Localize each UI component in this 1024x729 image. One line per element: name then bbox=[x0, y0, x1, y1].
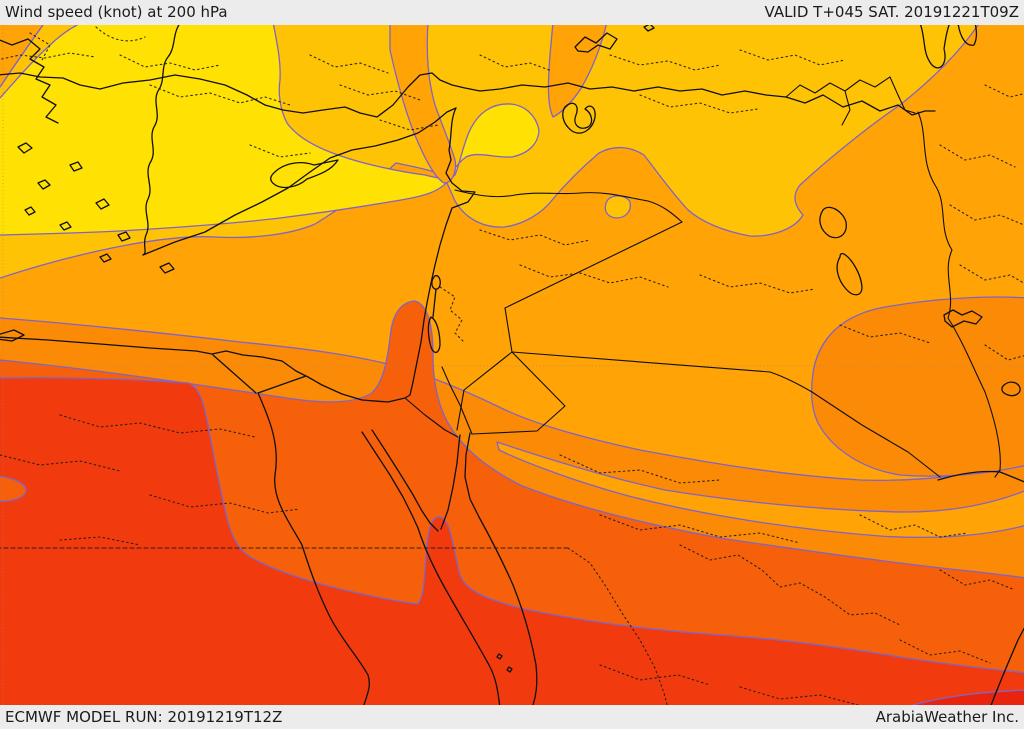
red-sea-west-coast bbox=[417, 527, 501, 705]
header-bar: Wind speed (knot) at 200 hPa VALID T+045… bbox=[0, 0, 1024, 25]
crete-fragment bbox=[0, 329, 25, 342]
band-L5-left-pocket bbox=[0, 475, 27, 502]
nile-delta-branch-west bbox=[212, 354, 257, 394]
lake-urmia bbox=[836, 252, 863, 296]
anatolia-lake-east bbox=[562, 102, 596, 134]
jordan-saudi-zigzag-east bbox=[471, 351, 566, 435]
model-run-label: ECMWF MODEL RUN: 20191219T12Z bbox=[5, 708, 283, 726]
graticule bbox=[0, 25, 1024, 705]
band-L3-saudi-tongue bbox=[496, 441, 1024, 539]
footer-bar: ECMWF MODEL RUN: 20191219T12Z ArabiaWeat… bbox=[0, 705, 1024, 729]
aegean-island-3 bbox=[69, 161, 83, 172]
zagros-marsh bbox=[943, 309, 983, 328]
band-L4-iran-blob bbox=[811, 296, 1024, 477]
contour-bands bbox=[0, 25, 1024, 705]
band-L3-corner-patch bbox=[0, 25, 44, 88]
israel-egypt-border bbox=[404, 397, 459, 438]
aegean-island-1 bbox=[17, 142, 33, 154]
red-sea-island-2 bbox=[506, 666, 513, 673]
admin-boundaries bbox=[0, 26, 1024, 705]
black-sea-coast bbox=[0, 72, 936, 118]
weather-map-canvas bbox=[0, 25, 1024, 705]
greece-coast bbox=[0, 38, 59, 124]
turkey-syria-border bbox=[454, 189, 683, 223]
lake-van bbox=[819, 206, 847, 239]
persian-gulf-south-coast bbox=[990, 627, 1024, 705]
jordan-saudi-zigzag-west bbox=[456, 351, 513, 431]
aegean-island-4 bbox=[95, 198, 110, 210]
caucasus-borders-3 bbox=[889, 76, 916, 114]
island-fragment-2 bbox=[99, 253, 112, 263]
red-sea-island bbox=[496, 653, 503, 660]
rhodes-island bbox=[159, 262, 175, 274]
coastlines bbox=[0, 25, 1024, 705]
jordan-iraq-border bbox=[504, 307, 513, 353]
aegean-island-2 bbox=[37, 179, 51, 190]
nile-delta-branch-east bbox=[257, 375, 307, 394]
band-L7-corner bbox=[910, 689, 1024, 705]
levant-coast bbox=[0, 107, 476, 403]
sea-of-galilee bbox=[431, 274, 441, 290]
band-L2-small-pocket bbox=[604, 195, 632, 219]
aegean-island-6 bbox=[59, 221, 72, 231]
validity-timestamp: VALID T+045 SAT. 20191221T09Z bbox=[764, 3, 1019, 21]
aegean-island-5 bbox=[117, 231, 131, 242]
sinai-east-coast bbox=[440, 434, 461, 530]
band-L3-channel-west bbox=[389, 25, 457, 184]
shatt-marsh bbox=[1001, 381, 1021, 397]
attribution-label: ArabiaWeather Inc. bbox=[875, 708, 1019, 726]
syria-iraq-border bbox=[504, 221, 683, 309]
persian-gulf-north-coast bbox=[937, 470, 1024, 483]
south-turkey-coast bbox=[142, 107, 457, 256]
iraq-saudi-border bbox=[511, 351, 941, 478]
caucasus-borders bbox=[785, 76, 891, 98]
map-title: Wind speed (knot) at 200 hPa bbox=[5, 3, 228, 21]
gulf-of-aqaba-east-coast bbox=[464, 432, 480, 518]
caucasus-borders-2 bbox=[841, 90, 851, 126]
black-sea-inlet-2 bbox=[957, 25, 978, 46]
iran-iraq-border bbox=[917, 111, 1001, 478]
weather-map bbox=[0, 25, 1024, 705]
dashed-boundaries bbox=[0, 547, 668, 705]
aegean-island-7 bbox=[24, 206, 36, 216]
small-lake-northeast bbox=[643, 25, 655, 32]
nile-river bbox=[257, 392, 370, 705]
saudi-red-sea-coast bbox=[478, 516, 538, 705]
band-L6-main bbox=[0, 377, 1024, 705]
dead-sea bbox=[427, 316, 441, 354]
jordan-valley-border bbox=[441, 366, 473, 435]
gulf-of-suez-west-coast bbox=[361, 431, 419, 529]
aegean-coast bbox=[142, 25, 180, 256]
country-borders bbox=[404, 76, 1001, 478]
jordan-river bbox=[432, 288, 437, 318]
band-L1-yellow bbox=[0, 25, 540, 236]
gulf-of-suez-east-coast bbox=[371, 429, 439, 532]
black-sea-inlet bbox=[919, 25, 950, 69]
sudan-border-southeast bbox=[567, 547, 668, 705]
anatolia-lake-west bbox=[574, 32, 618, 53]
cyprus-coast bbox=[270, 159, 339, 189]
